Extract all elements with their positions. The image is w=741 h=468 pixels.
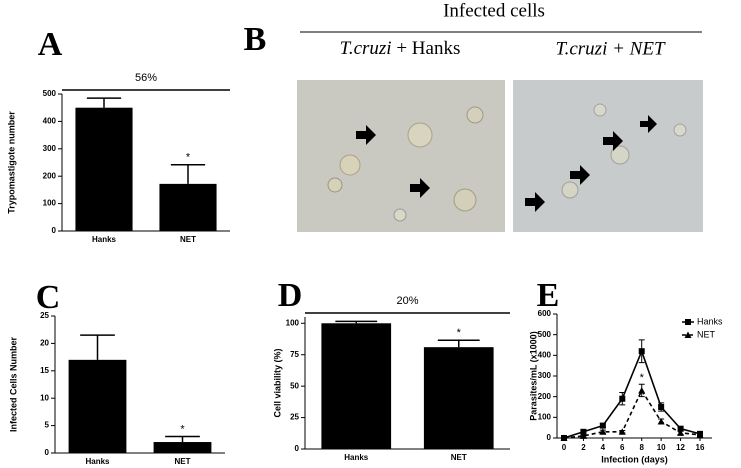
y-tick-label: 500 bbox=[538, 330, 552, 339]
marker bbox=[696, 431, 704, 438]
y-tick-label: 10 bbox=[40, 393, 49, 402]
y-tick-label: 5 bbox=[45, 421, 50, 430]
panel-title: Infected cells bbox=[443, 0, 545, 21]
y-tick-label: 20 bbox=[40, 339, 49, 348]
x-tick-label: 10 bbox=[657, 443, 666, 452]
marker bbox=[599, 422, 606, 429]
marker bbox=[677, 425, 684, 432]
series-line bbox=[563, 348, 701, 439]
caption-part: T.cruzi bbox=[340, 38, 392, 59]
legend-marker bbox=[684, 331, 692, 338]
significance: * bbox=[180, 423, 185, 435]
panel-letter: C bbox=[36, 279, 61, 316]
micrograph bbox=[297, 80, 505, 232]
panel-letter: D bbox=[278, 277, 303, 314]
y-tick-label: 0 bbox=[547, 433, 552, 442]
panel-letter: B bbox=[244, 21, 267, 58]
significance: * bbox=[186, 152, 191, 164]
y-tick-label: 0 bbox=[52, 226, 57, 235]
y-tick-label: 50 bbox=[290, 381, 299, 390]
y-tick-label: 100 bbox=[43, 199, 57, 208]
series-line bbox=[563, 388, 701, 439]
bar bbox=[75, 107, 133, 231]
x-tick-label: 12 bbox=[676, 443, 685, 452]
panel-letter: E bbox=[537, 277, 560, 314]
marker bbox=[677, 429, 685, 436]
x-tick-label: Hanks bbox=[85, 457, 110, 466]
legend-label: NET bbox=[697, 329, 716, 339]
y-tick-label: 0 bbox=[45, 448, 50, 457]
y-axis-label: Parasites/mL (x1000) bbox=[528, 331, 538, 420]
y-tick-label: 600 bbox=[538, 309, 552, 318]
x-tick-label: NET bbox=[180, 235, 196, 244]
y-tick-label: 75 bbox=[290, 350, 299, 359]
significance: * bbox=[640, 372, 645, 384]
y-tick-label: 400 bbox=[538, 350, 552, 359]
caption-part: + Hanks bbox=[396, 38, 460, 59]
legend-item: NET bbox=[682, 329, 716, 339]
error-bar bbox=[80, 334, 115, 360]
y-tick-label: 300 bbox=[538, 371, 552, 380]
x-tick-label: 8 bbox=[639, 443, 644, 452]
y-tick-label: 100 bbox=[538, 412, 552, 421]
x-tick-label: NET bbox=[175, 457, 191, 466]
x-tick-label: 2 bbox=[581, 443, 586, 452]
y-axis-label: Infected Cells Number bbox=[8, 336, 18, 432]
x-tick-label: Hanks bbox=[92, 235, 117, 244]
x-tick-label: 6 bbox=[620, 443, 625, 452]
y-tick-label: 100 bbox=[286, 318, 300, 327]
error-bar bbox=[170, 163, 206, 184]
marker bbox=[560, 434, 568, 441]
error-bar bbox=[165, 435, 200, 443]
micrograph bbox=[513, 80, 703, 232]
bracket-label: 56% bbox=[135, 72, 157, 84]
y-tick-label: 300 bbox=[43, 144, 57, 153]
error-bar bbox=[335, 320, 378, 324]
bar bbox=[423, 347, 494, 449]
marker bbox=[599, 428, 607, 435]
legend-label: Hanks bbox=[697, 316, 723, 326]
y-tick-label: 500 bbox=[43, 89, 57, 98]
y-tick-label: 25 bbox=[40, 311, 49, 320]
marker bbox=[579, 432, 587, 439]
y-tick-label: 25 bbox=[290, 413, 299, 422]
marker bbox=[657, 417, 665, 425]
y-tick-label: 400 bbox=[43, 117, 57, 126]
bar bbox=[68, 359, 127, 453]
y-tick-label: 200 bbox=[538, 392, 552, 401]
legend-marker bbox=[685, 319, 691, 325]
y-tick-label: 0 bbox=[295, 444, 300, 453]
y-axis-label: Cell viability (%) bbox=[272, 348, 282, 417]
panel-letter: A bbox=[38, 26, 63, 63]
x-tick-label: 0 bbox=[562, 443, 567, 452]
caption: T.cruzi + NET bbox=[555, 38, 666, 59]
y-axis-label: Trypomastigote number bbox=[6, 111, 16, 214]
caption: T.cruzi + Hanks bbox=[340, 38, 461, 59]
error-bar bbox=[437, 339, 480, 348]
marker bbox=[618, 428, 626, 435]
bar bbox=[321, 323, 392, 449]
x-axis-label: Infection (days) bbox=[601, 454, 668, 464]
bracket-label: 20% bbox=[396, 295, 418, 307]
x-tick-label: 4 bbox=[601, 443, 606, 452]
marker bbox=[638, 348, 645, 355]
y-tick-label: 200 bbox=[43, 171, 57, 180]
marker bbox=[580, 428, 587, 435]
x-tick-label: NET bbox=[451, 453, 467, 462]
x-tick-label: 16 bbox=[696, 443, 705, 452]
legend-item: Hanks bbox=[682, 316, 723, 326]
marker bbox=[638, 386, 646, 394]
marker bbox=[619, 395, 626, 402]
bar bbox=[159, 183, 217, 231]
bar bbox=[153, 442, 212, 453]
significance: * bbox=[457, 327, 462, 339]
x-tick-label: Hanks bbox=[344, 453, 369, 462]
marker bbox=[658, 404, 665, 410]
y-tick-label: 15 bbox=[40, 366, 49, 375]
error-bar bbox=[86, 97, 122, 108]
